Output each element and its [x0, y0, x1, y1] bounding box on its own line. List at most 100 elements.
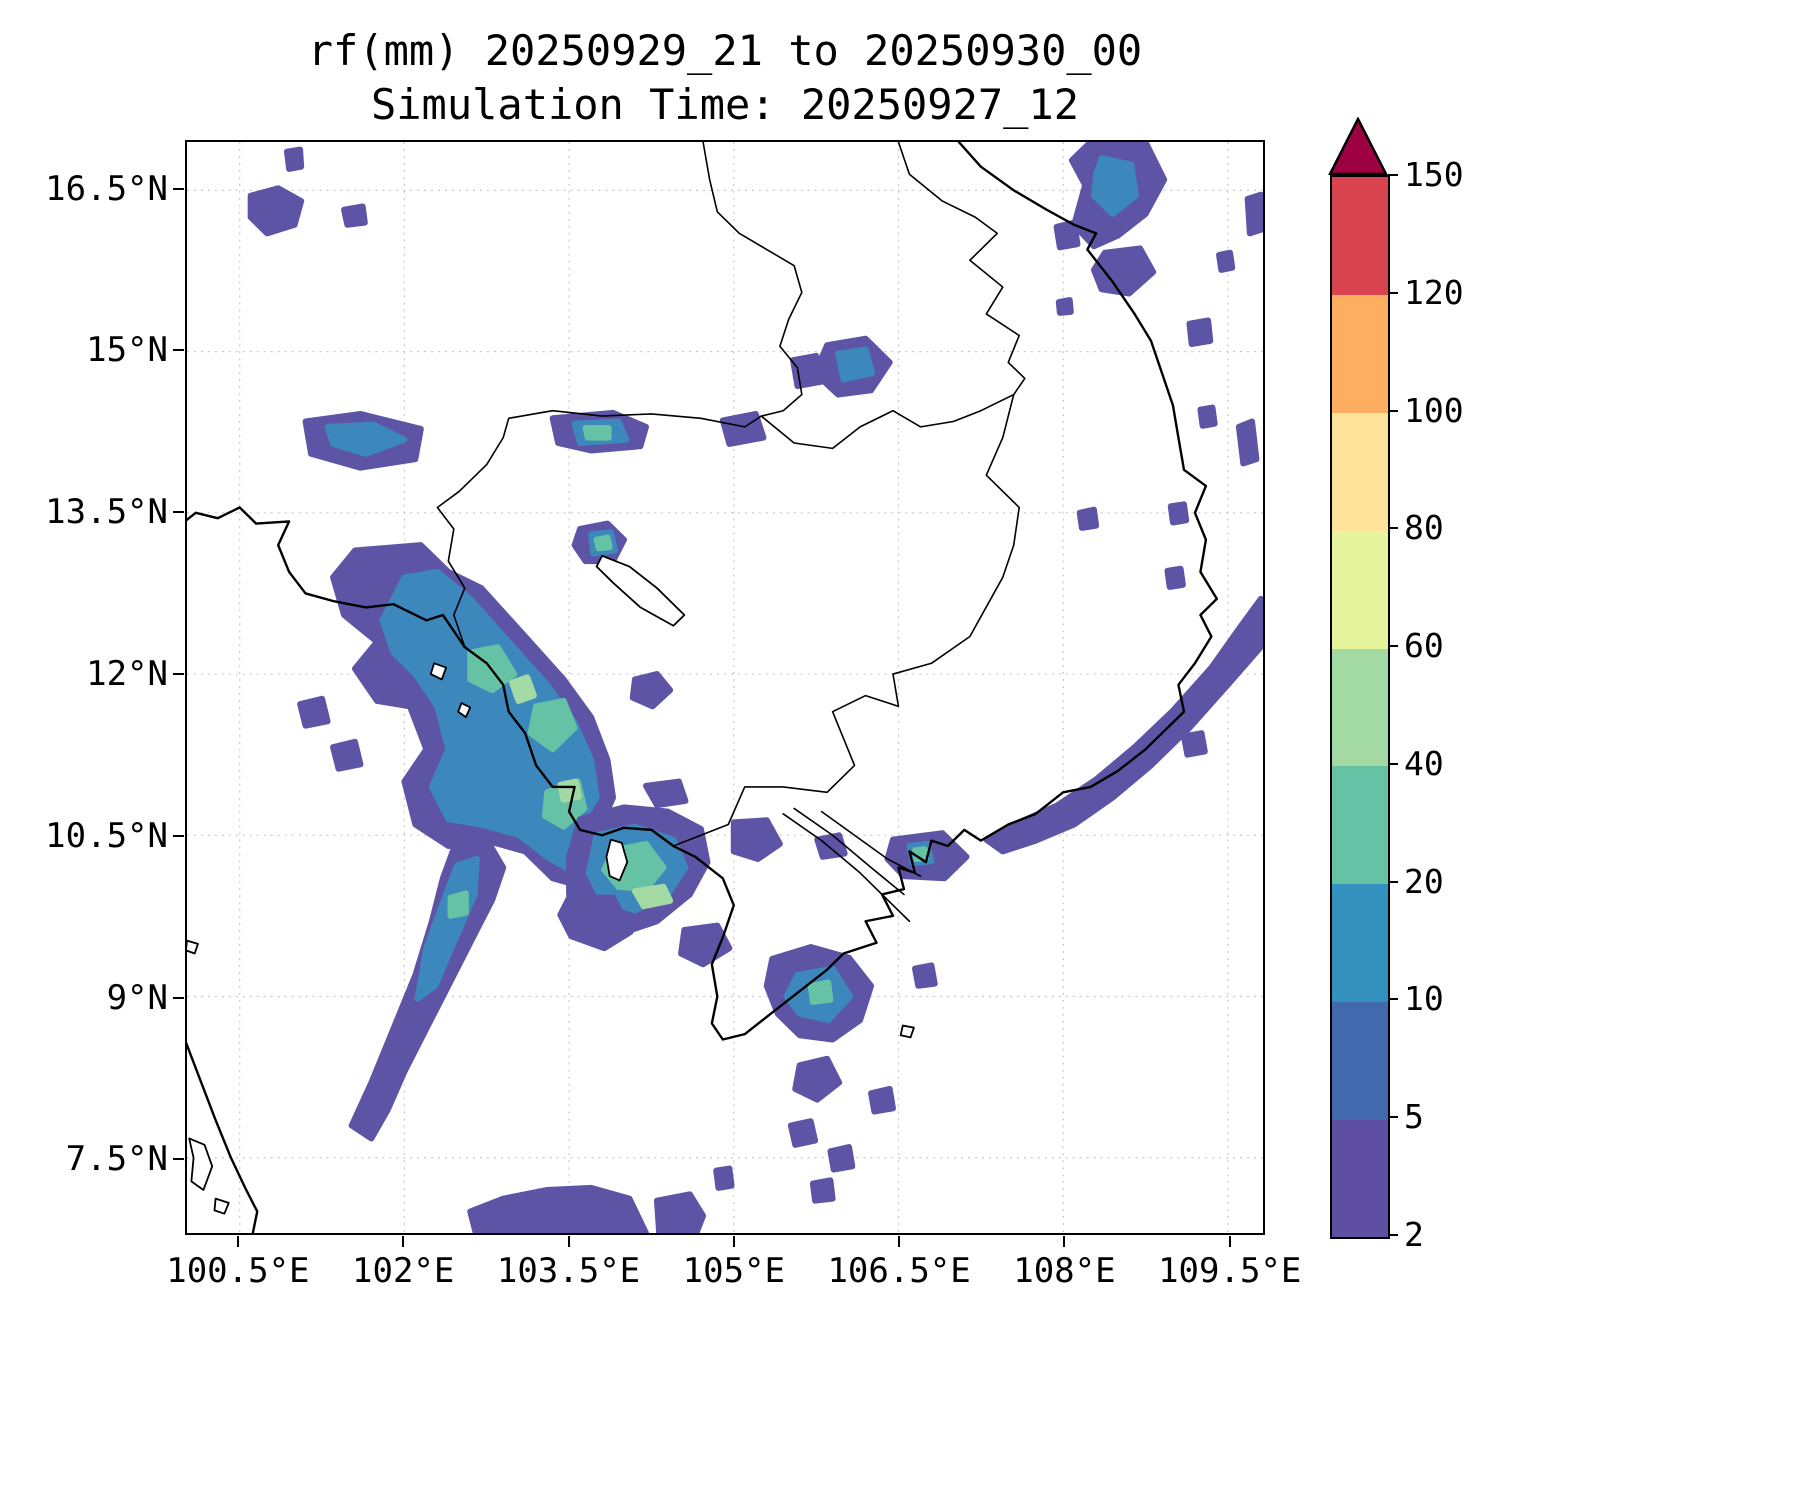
border-line	[436, 409, 763, 648]
rain-contour-level-1	[790, 352, 825, 389]
colorbar-segment	[1332, 1119, 1388, 1238]
rain-contour-level-1	[1186, 317, 1214, 348]
border-line	[672, 393, 1021, 847]
colorbar-segment	[1332, 530, 1388, 649]
y-tick-mark	[173, 834, 184, 837]
rain-contour-level-1	[792, 1055, 843, 1103]
x-tick-mark	[236, 1236, 239, 1247]
rainfall-map	[187, 142, 1263, 1233]
x-tick-label: 100.5°E	[166, 1251, 310, 1291]
rain-contour-level-1	[341, 203, 368, 228]
x-tick-mark	[732, 1236, 735, 1247]
y-tick-mark	[173, 511, 184, 514]
border-line	[820, 810, 922, 877]
colorbar-tick-label: 5	[1404, 1097, 1424, 1137]
colorbar-tick-mark	[1388, 1116, 1398, 1119]
colorbar-tick-mark	[1388, 880, 1398, 883]
rain-contour-level-4	[631, 883, 674, 910]
rain-contour-level-1	[1167, 501, 1190, 526]
border-line	[760, 393, 1015, 450]
colorbar-segment	[1332, 648, 1388, 767]
y-tick-label: 12°N	[86, 654, 168, 694]
colorbar-tick-label: 20	[1404, 861, 1444, 901]
x-tick-label: 103.5°E	[496, 1251, 641, 1291]
rain-contour-level-1	[1053, 219, 1081, 251]
rain-contour-level-1	[643, 778, 689, 809]
y-tick-mark	[173, 673, 184, 675]
rain-contour-level-1	[809, 1177, 836, 1204]
colorbar-segment	[1332, 883, 1388, 1002]
colorbar-tick-label: 80	[1404, 508, 1444, 548]
island-outline	[457, 702, 472, 718]
rain-contour-level-3	[582, 424, 612, 441]
x-tick-mark	[567, 1236, 570, 1247]
x-tick-label: 102°E	[352, 1251, 455, 1291]
rain-contour-level-1	[1244, 191, 1263, 237]
rain-contour-level-2	[379, 568, 600, 876]
rain-contour-level-1	[983, 595, 1263, 855]
colorbar-tick-mark	[1388, 174, 1398, 176]
rain-contour-level-1	[678, 922, 733, 968]
colorbar-tick-label: 150	[1404, 155, 1464, 194]
x-tick-label: 106.5°E	[827, 1251, 971, 1291]
colorbar-tick-mark	[1388, 409, 1398, 412]
colorbar-extend-max	[1328, 117, 1388, 175]
colorbar-tick-label: 100	[1404, 390, 1464, 430]
rain-contour-level-2	[835, 346, 876, 383]
coastline	[187, 1041, 259, 1233]
y-tick-mark	[173, 996, 184, 999]
x-tick-mark	[1063, 1236, 1066, 1247]
island-outline	[595, 554, 686, 627]
x-tick-mark	[402, 1236, 405, 1247]
rain-contour-level-1	[1197, 404, 1218, 429]
colorbar-extend-triangle	[1328, 117, 1388, 175]
y-tick-label: 7.5°N	[65, 1139, 168, 1180]
rain-contour-level-1	[1055, 297, 1074, 316]
rain-contour-level-1	[557, 894, 634, 952]
x-tick-label: 105°E	[682, 1251, 785, 1291]
rain-contour-level-1	[330, 738, 364, 772]
colorbar-tick-mark	[1388, 1234, 1398, 1236]
colorbar-tick-label: 120	[1404, 272, 1464, 312]
y-tick-mark	[173, 187, 184, 190]
colorbar-tick-mark	[1388, 291, 1398, 294]
rain-contour-level-1	[467, 1184, 649, 1233]
chart-subtitle: Simulation Time: 20250927_12	[370, 80, 1079, 129]
y-tick-mark	[173, 1158, 184, 1161]
border-line	[793, 807, 905, 896]
rain-contour-level-1	[653, 1191, 707, 1233]
colorbar-tick-mark	[1388, 527, 1398, 530]
x-tick-label: 108°E	[1013, 1251, 1116, 1291]
rain-contour-level-1	[1216, 249, 1236, 273]
y-tick-label: 15°N	[86, 330, 168, 371]
island-outline	[188, 1137, 214, 1191]
chart-title: rf(mm) 20250929_21 to 20250930_00	[307, 26, 1143, 75]
y-tick-label: 13.5°N	[45, 492, 168, 533]
rain-contour-level-1	[1090, 245, 1157, 297]
island-outline	[213, 1197, 230, 1215]
island-outline	[429, 662, 448, 681]
colorbar-segment	[1332, 1001, 1388, 1120]
x-tick-label: 109.5°E	[1158, 1251, 1302, 1291]
island-outline	[187, 939, 199, 955]
border-line	[782, 813, 911, 923]
rain-contour-level-2	[324, 421, 408, 457]
border-line	[702, 142, 803, 417]
rain-contour-level-1	[1181, 730, 1208, 758]
island-outline	[899, 1024, 915, 1039]
colorbar-tick-mark	[1388, 998, 1398, 1001]
rain-contour-level-1	[1164, 565, 1186, 590]
colorbar-segment	[1332, 412, 1388, 531]
colorbar-tick-mark	[1388, 645, 1398, 648]
colorbar-tick-label: 40	[1404, 743, 1444, 783]
rain-contour-level-3	[527, 697, 578, 753]
colorbar-tick-label: 60	[1404, 626, 1444, 666]
colorbar-segment	[1332, 294, 1388, 414]
map-plot	[185, 140, 1265, 1235]
rain-contour-level-1	[1076, 506, 1100, 531]
y-tick-label: 16.5°N	[45, 168, 168, 209]
colorbar	[1330, 175, 1390, 1239]
rain-contour-level-1	[283, 146, 305, 172]
rain-contour-level-1	[297, 695, 331, 729]
